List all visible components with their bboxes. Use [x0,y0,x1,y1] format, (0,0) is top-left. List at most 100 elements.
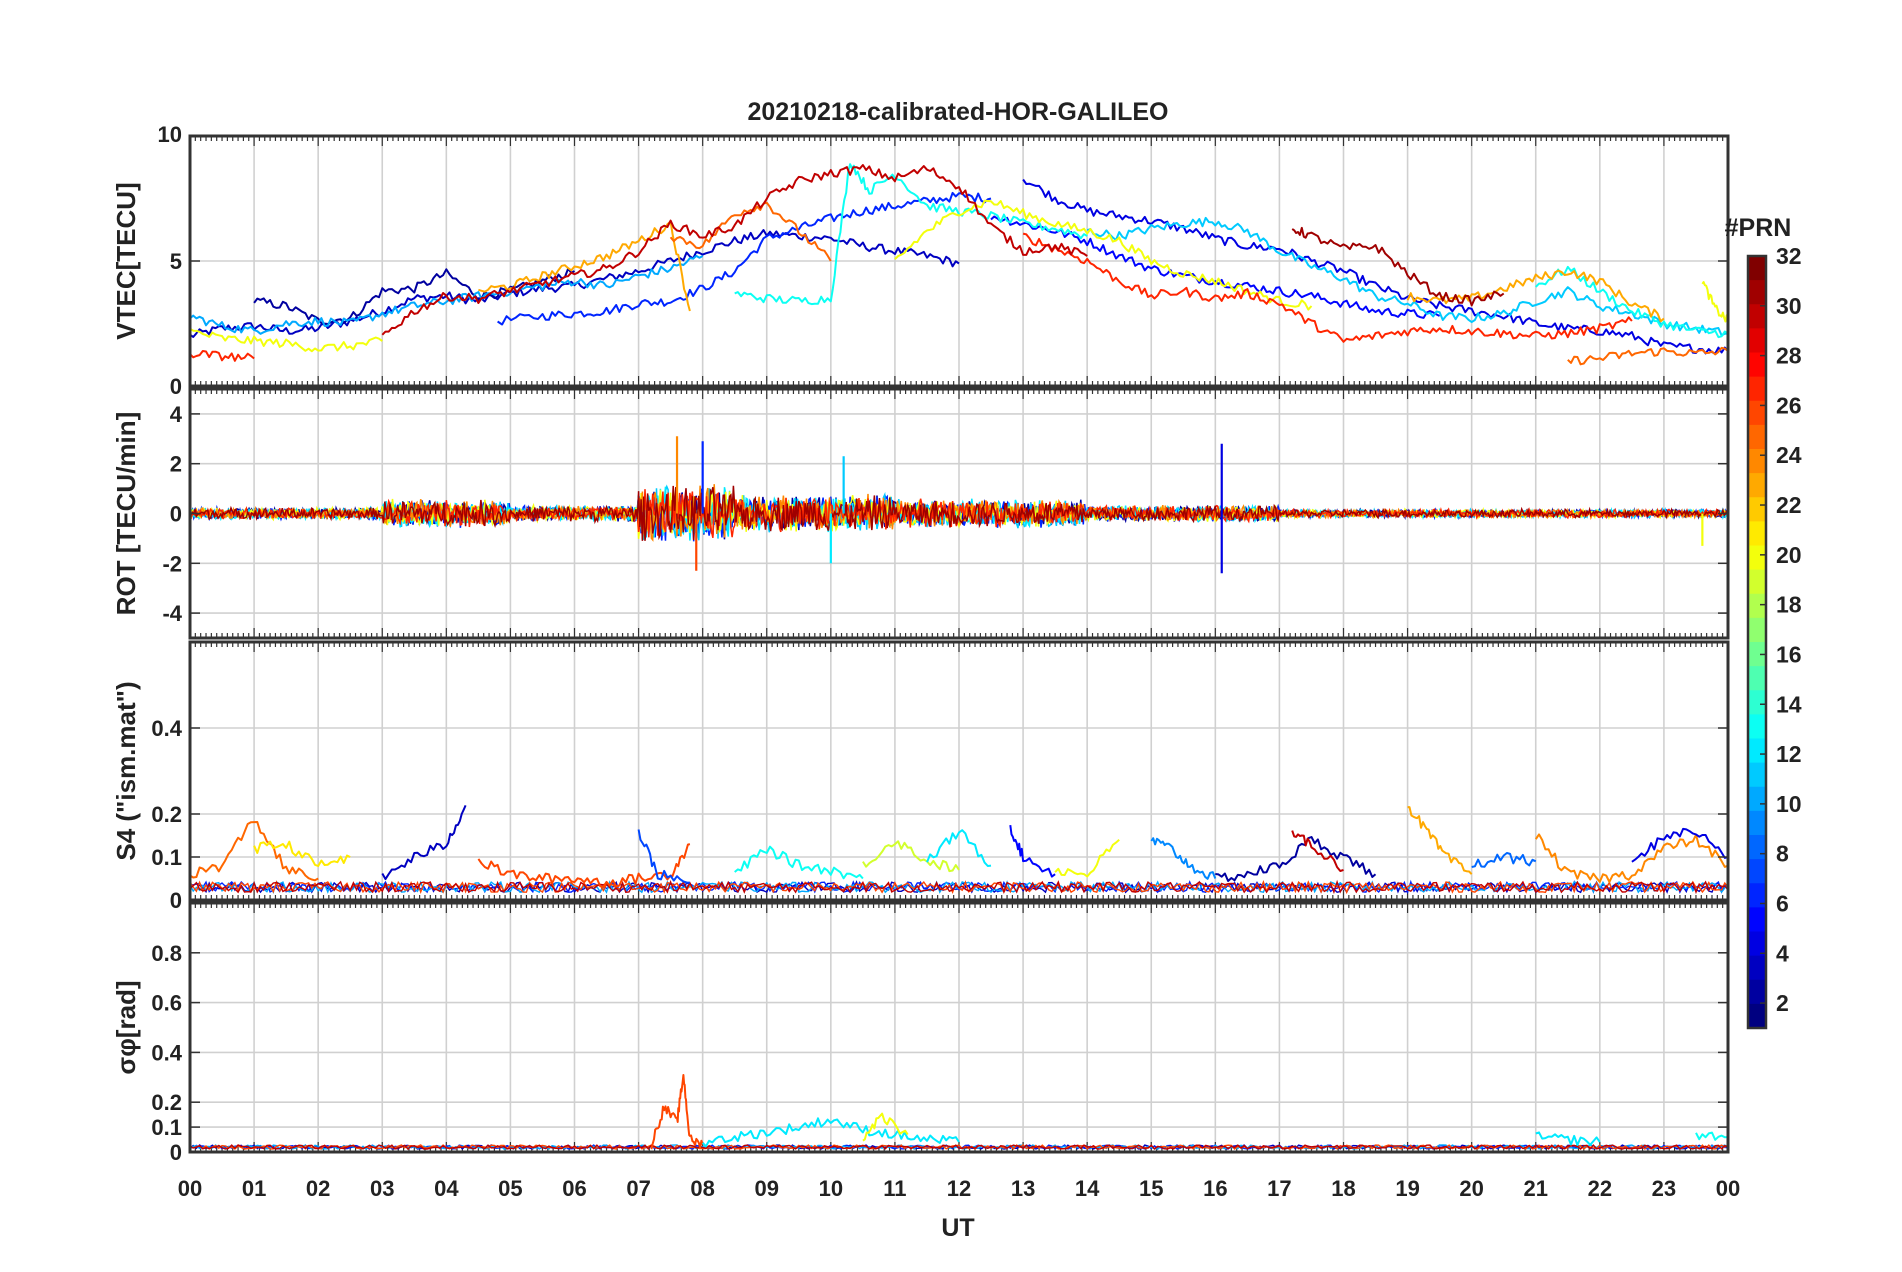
colorbar-segment [1748,690,1766,715]
colorbar-segment [1748,521,1766,547]
x-tick-label: 19 [1395,1176,1419,1201]
x-tick-label: 20 [1459,1176,1483,1201]
y-tick-label: 0 [170,888,182,913]
series-line-prn-23 [1406,269,1665,323]
x-tick-label: 06 [562,1176,586,1201]
series-line-prn-3 [190,229,960,338]
series-line-prn-27 [1022,232,1633,343]
x-tick-label: 02 [306,1176,330,1201]
x-tick-label: 13 [1011,1176,1035,1201]
series-line-prn-27 [190,350,255,362]
colorbar-label: #PRN [1725,214,1792,242]
x-tick-label: 11 [883,1176,906,1201]
panel-frame [188,901,1730,1154]
series-line-prn-30 [381,164,1088,336]
colorbar-segment [1748,979,1766,1005]
y-tick-label: 5 [170,249,182,274]
y-tick-label: 0 [170,374,182,399]
colorbar-segment [1748,738,1766,764]
y-tick-label: 0 [170,502,182,527]
series-line-prn-12 [926,829,992,867]
series-line-prn-31 [1291,226,1505,307]
colorbar-tick-label: 6 [1776,890,1789,916]
x-tick-label: 05 [498,1176,522,1201]
chart-title: 20210218-calibrated-HOR-GALILEO [748,98,1169,126]
y-tick-label: 2 [170,452,182,477]
series-line-prn-25 [190,821,319,882]
colorbar-segment [1748,256,1766,281]
colorbar-tick-label: 12 [1776,741,1802,767]
y-tick-label: 0.6 [151,991,182,1016]
series-line-prn-10 [190,254,704,335]
series-line-prn-20 [862,1112,909,1142]
x-tick-label: 00 [1716,1176,1740,1201]
x-tick-label: 04 [434,1176,459,1201]
colorbar-segment [1748,617,1766,643]
colorbar-segment [1748,859,1766,884]
series-line-prn-26 [477,843,691,888]
series-line-prn-20 [190,327,383,353]
series-rot-prn-31 [190,485,1728,541]
series-line-prn-21 [253,840,351,867]
y-tick-label: 0.4 [151,1040,182,1065]
colorbar-segment [1748,328,1766,354]
series-line-prn-5 [1009,824,1056,878]
colorbar-segment [1748,955,1766,981]
x-tick-label: 22 [1588,1176,1612,1201]
x-tick-label: 08 [690,1176,714,1201]
x-tick-label: 00 [178,1176,202,1201]
y-tick-label: 0.2 [151,802,182,827]
colorbar-tick-label: 4 [1776,940,1789,966]
series-line-prn-30 [1291,830,1344,872]
colorbar-segment [1748,497,1766,522]
x-tick-label: 10 [819,1176,843,1201]
x-tick-label: 07 [626,1176,650,1201]
colorbar-segment [1748,835,1766,860]
colorbar-segment [1748,1003,1766,1029]
series-line-prn-13 [1695,1131,1728,1141]
y-tick-label: 0.1 [151,845,182,870]
colorbar-segment [1748,304,1766,329]
colorbar-segment [1748,449,1766,474]
colorbar-segment [1748,424,1766,450]
series-line-prn-19 [862,840,960,873]
series-line-prn-25 [1567,346,1728,366]
colorbar-segment [1748,473,1766,498]
x-tick-label: 14 [1075,1176,1100,1201]
colorbar-segment [1748,714,1766,740]
series-line-prn-7 [637,829,690,884]
panel-data [190,163,1728,366]
colorbar-segment [1748,545,1766,571]
series-line-prn-26 [650,1074,704,1150]
y-tick-label: -4 [162,601,182,626]
series-line-prn-23 [478,220,691,312]
panel-vtec: 0 5 10 VTEC[TECU] [111,122,1730,399]
series-line-prn-11 [1086,216,1728,337]
colorbar-frame [1746,254,1768,1030]
panel-frame [188,640,1730,902]
x-tick-label: 09 [755,1176,779,1201]
colorbar-tick-label: 10 [1776,791,1802,817]
y-tick-label: -2 [162,551,182,576]
series-line-prn-9 [1150,837,1217,880]
x-axis-label: UT [941,1214,974,1242]
y-tick-label: 10 [158,122,182,147]
colorbar-tick-label: 16 [1776,641,1802,667]
colorbar-segment [1748,593,1766,619]
series-line-prn-25 [669,201,832,262]
colorbar-segment [1748,569,1766,595]
colorbar-tick-label: 24 [1776,442,1802,468]
series-line-prn-23 [1407,806,1473,875]
panel-data [190,804,1728,895]
colorbar-tick-label: 18 [1776,592,1802,618]
colorbar-segment [1748,400,1766,426]
colorbar-tick-label: 14 [1776,691,1802,717]
y-tick-label: 4 [170,402,183,427]
colorbar-tick-label: 28 [1776,343,1802,369]
x-tick-label: 01 [242,1176,266,1201]
x-axis: 00 01 02 03 04 05 06 07 08 09 10 11 12 13 14 15 16 17 18 19… [178,1176,1740,1201]
panel-s4: 0 0.1 0.2 0.4 S4 ("ism.mat") [111,640,1730,913]
y-tick-label: 0.4 [151,716,182,741]
